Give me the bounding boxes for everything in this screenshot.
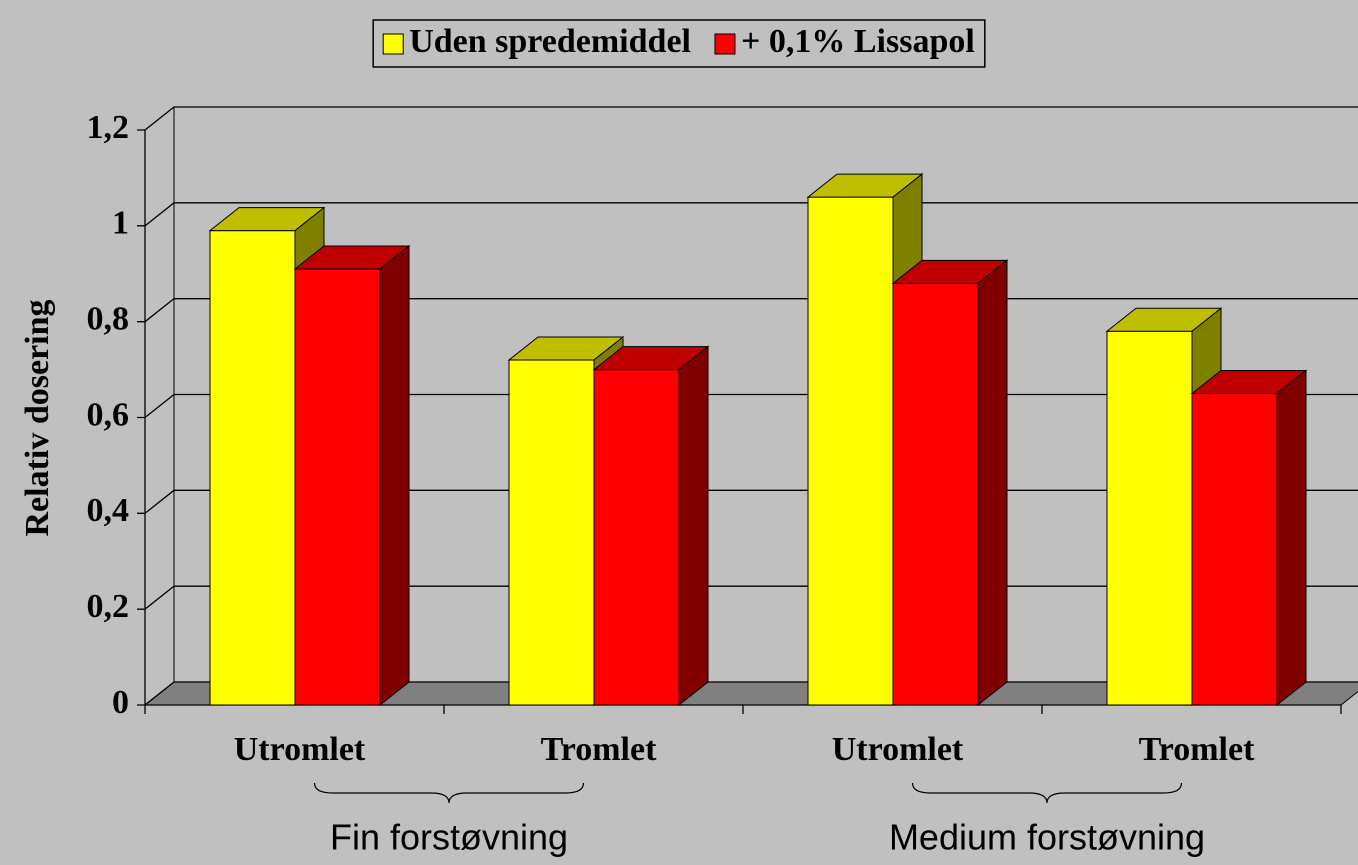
y-axis-label: Relativ dosering (19, 299, 56, 536)
bar-side (977, 259, 1008, 707)
bar-front (1191, 393, 1278, 706)
bar-front (209, 230, 296, 706)
grid-line (137, 298, 1358, 323)
bar-front (1106, 330, 1193, 706)
y-tick-label: 0,4 (87, 492, 130, 529)
bar-side (678, 345, 709, 707)
bar-front (294, 268, 381, 706)
grid-line (137, 106, 1358, 131)
grid-line (137, 489, 1358, 514)
group-label: Fin forstøvning (330, 817, 568, 858)
x-tick-label: Utromlet (832, 731, 964, 768)
y-tick-label: 0 (112, 684, 129, 721)
bar-front (508, 359, 595, 706)
y-tick-label: 0,8 (87, 300, 130, 337)
group-brace (911, 782, 1183, 804)
grid-line (137, 585, 1358, 610)
grid-line (137, 681, 1358, 706)
y-tick-label: 0,6 (87, 396, 130, 433)
grid-line (137, 202, 1358, 227)
x-tick-label: Tromlet (1139, 731, 1255, 768)
x-tick-label: Utromlet (234, 731, 366, 768)
x-tick-label: Tromlet (541, 731, 657, 768)
legend-label: Uden spredemiddel (409, 23, 691, 60)
bar-front (593, 369, 680, 706)
group-label: Medium forstøvning (889, 817, 1205, 858)
y-tick-label: 0,2 (87, 588, 130, 625)
group-brace (313, 782, 585, 804)
legend-box (372, 19, 986, 68)
bar-side (379, 244, 410, 707)
bar-front (892, 282, 979, 706)
bar-front (807, 196, 894, 706)
grid-line (137, 393, 1358, 419)
legend-label: + 0,1% Lissapol (741, 23, 975, 60)
legend-swatch (382, 33, 404, 55)
bar-side (1276, 369, 1307, 707)
y-tick-label: 1,2 (87, 109, 130, 146)
y-tick-label: 1 (112, 205, 129, 242)
legend-swatch (714, 33, 736, 55)
legend: Uden spredemiddel + 0,1% Lissapol (372, 19, 986, 68)
